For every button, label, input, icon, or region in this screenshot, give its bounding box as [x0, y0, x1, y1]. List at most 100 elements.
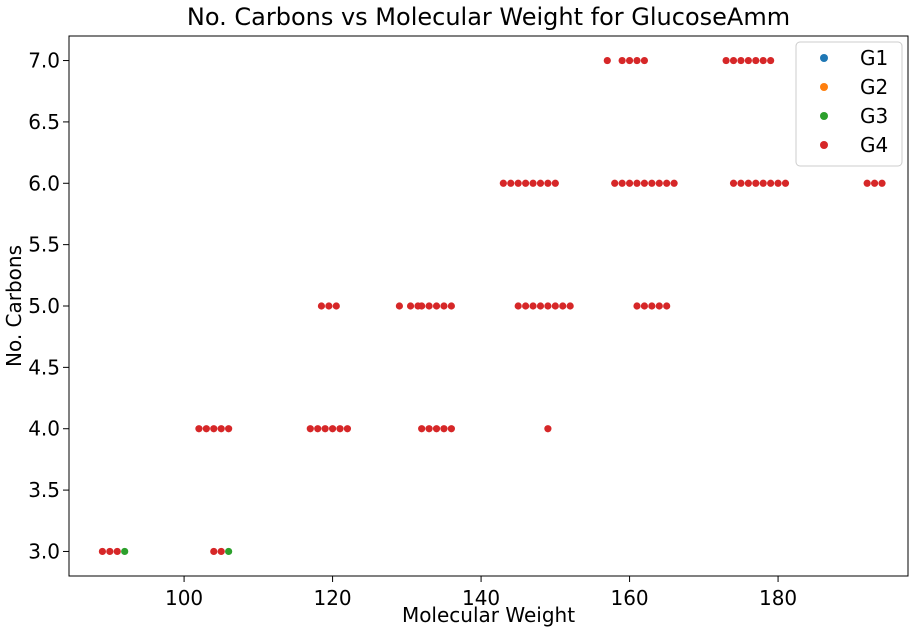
data-point	[559, 302, 567, 310]
data-point	[507, 179, 515, 187]
data-point	[870, 179, 879, 187]
data-point	[544, 179, 552, 187]
data-point	[640, 56, 649, 65]
data-point	[648, 179, 656, 187]
legend-marker	[820, 112, 828, 120]
data-point	[522, 179, 530, 187]
data-point	[551, 179, 559, 187]
data-point	[536, 179, 545, 187]
data-point	[332, 302, 340, 310]
data-point	[432, 425, 441, 433]
data-point	[121, 547, 129, 556]
data-point	[670, 179, 678, 187]
data-point	[744, 179, 752, 187]
data-point	[633, 179, 641, 187]
data-point	[663, 179, 671, 187]
data-point	[737, 179, 745, 187]
series-g4	[98, 56, 886, 556]
data-point	[306, 425, 314, 433]
data-point	[603, 56, 611, 65]
y-tick-label: 6.5	[28, 110, 60, 134]
y-axis: 3.0 3.5 4.0 4.5 5.0 5.5 6.0 6.5 7.0	[28, 49, 69, 563]
data-point	[418, 425, 426, 433]
legend: G1 G2 G3 G4	[795, 41, 903, 167]
data-point	[767, 179, 775, 187]
data-point	[625, 179, 634, 187]
data-point	[195, 425, 203, 433]
y-tick-label: 3.0	[28, 539, 60, 563]
y-axis-label: No. Carbons	[2, 245, 26, 367]
data-point	[551, 302, 559, 310]
data-point	[440, 425, 448, 433]
data-point	[98, 547, 107, 556]
data-point	[406, 302, 415, 310]
data-point	[633, 302, 641, 310]
data-point	[655, 179, 663, 187]
data-point	[217, 547, 225, 556]
data-point	[499, 179, 507, 187]
data-point	[640, 179, 649, 187]
x-axis: 100 120 140 160 180	[165, 576, 797, 610]
data-point	[395, 302, 404, 310]
y-tick-label: 3.5	[28, 478, 60, 502]
plot-area	[98, 56, 886, 556]
data-point	[343, 425, 352, 433]
y-tick-label: 4.0	[28, 417, 60, 441]
data-point	[544, 302, 552, 310]
data-point	[648, 302, 656, 310]
data-point	[655, 302, 663, 310]
data-point	[633, 56, 641, 65]
data-point	[625, 56, 634, 65]
legend-box	[795, 41, 903, 167]
legend-label: G1	[860, 46, 888, 70]
y-tick-label: 6.0	[28, 171, 60, 195]
data-point	[722, 56, 730, 65]
data-point	[729, 56, 738, 65]
x-tick-label: 180	[759, 586, 797, 610]
y-tick-label: 5.5	[28, 233, 60, 257]
chart-title: No. Carbons vs Molecular Weight for Gluc…	[187, 3, 790, 31]
x-tick-label: 100	[165, 586, 203, 610]
legend-label: G2	[860, 75, 888, 99]
data-point	[529, 302, 537, 310]
data-point	[536, 302, 545, 310]
data-point	[759, 56, 767, 65]
data-point	[618, 179, 626, 187]
data-point	[729, 179, 738, 187]
y-tick-label: 4.5	[28, 355, 60, 379]
data-point	[618, 56, 626, 65]
data-point	[522, 302, 530, 310]
data-point	[663, 302, 671, 310]
data-point	[425, 302, 433, 310]
x-tick-label: 140	[462, 586, 500, 610]
data-point	[781, 179, 790, 187]
x-tick-label: 160	[610, 586, 648, 610]
data-point	[878, 179, 886, 187]
data-point	[432, 302, 441, 310]
data-point	[314, 425, 322, 433]
data-point	[544, 425, 552, 433]
data-point	[317, 302, 326, 310]
data-point	[744, 56, 752, 65]
data-point	[863, 179, 871, 187]
data-point	[447, 425, 455, 433]
y-tick-label: 7.0	[28, 49, 60, 73]
data-point	[640, 302, 649, 310]
data-point	[767, 56, 775, 65]
data-point	[325, 302, 333, 310]
data-point	[514, 302, 522, 310]
data-point	[425, 425, 433, 433]
legend-marker	[820, 54, 828, 62]
data-point	[774, 179, 782, 187]
data-point	[106, 547, 114, 556]
legend-marker	[820, 141, 828, 149]
x-tick-label: 120	[313, 586, 351, 610]
data-point	[737, 56, 745, 65]
data-point	[328, 425, 337, 433]
data-point	[210, 425, 218, 433]
data-point	[611, 179, 619, 187]
data-point	[217, 425, 225, 433]
data-point	[752, 179, 760, 187]
data-point	[225, 547, 233, 556]
